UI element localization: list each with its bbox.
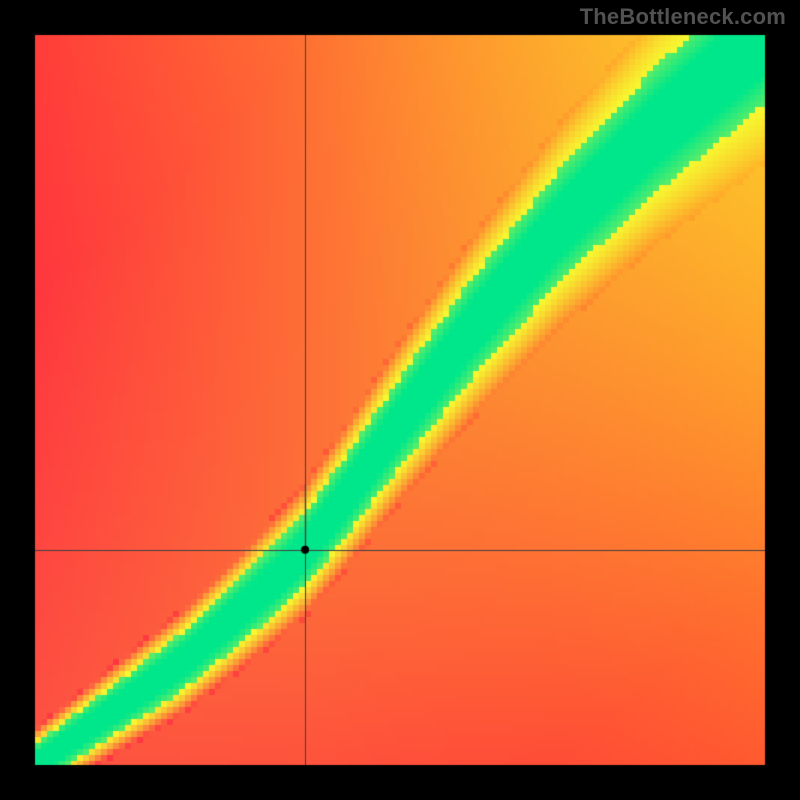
bottleneck-heatmap — [0, 0, 800, 800]
watermark-text: TheBottleneck.com — [580, 4, 786, 30]
chart-container: TheBottleneck.com — [0, 0, 800, 800]
